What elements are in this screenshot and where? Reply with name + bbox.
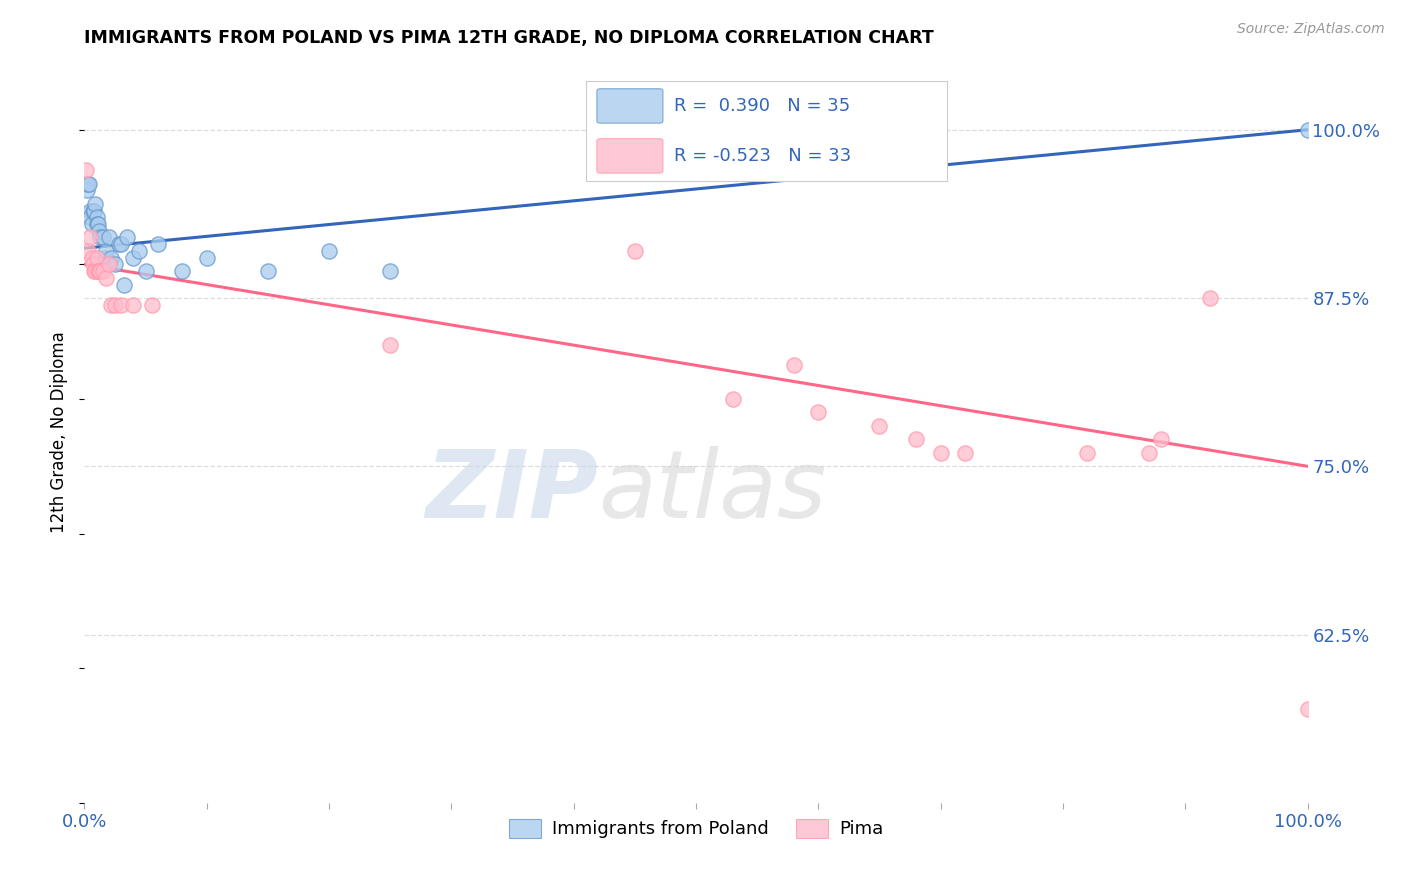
Point: [1296, 122, 1319, 136]
FancyBboxPatch shape: [598, 88, 664, 123]
Point: [807, 405, 830, 419]
Point: [104, 298, 127, 312]
Point: [953, 446, 976, 460]
Point: [91, 230, 114, 244]
Point: [84, 196, 107, 211]
Point: [135, 264, 157, 278]
Y-axis label: 12th Grade, No Diploma: 12th Grade, No Diploma: [51, 332, 69, 533]
Point: [1198, 291, 1220, 305]
Text: R = -0.523   N = 33: R = -0.523 N = 33: [673, 147, 851, 165]
Point: [87, 217, 110, 231]
Point: [624, 244, 647, 258]
Point: [128, 244, 150, 258]
Point: [87, 224, 110, 238]
Point: [77, 177, 100, 191]
Point: [87, 264, 110, 278]
Point: [86, 251, 108, 265]
Point: [115, 230, 138, 244]
Point: [318, 244, 340, 258]
Point: [87, 264, 110, 278]
Point: [104, 257, 127, 271]
Point: [929, 446, 952, 460]
Point: [96, 270, 118, 285]
Point: [122, 298, 145, 312]
Point: [89, 264, 111, 278]
Point: [1150, 433, 1173, 447]
Point: [79, 211, 101, 225]
Text: atlas: atlas: [598, 446, 827, 537]
Text: Source: ZipAtlas.com: Source: ZipAtlas.com: [1237, 22, 1385, 37]
Point: [77, 177, 100, 191]
Point: [75, 177, 97, 191]
Point: [110, 237, 132, 252]
Point: [905, 433, 928, 447]
Text: ZIP: ZIP: [425, 446, 598, 538]
Point: [97, 230, 120, 244]
Point: [86, 217, 108, 231]
FancyBboxPatch shape: [598, 138, 664, 173]
Point: [141, 298, 163, 312]
Point: [100, 251, 122, 265]
Point: [380, 264, 402, 278]
Point: [89, 230, 111, 244]
Point: [146, 237, 169, 252]
Point: [869, 418, 891, 433]
Point: [80, 217, 103, 231]
Point: [91, 264, 114, 278]
Text: R =  0.390   N = 35: R = 0.390 N = 35: [673, 97, 851, 115]
Point: [783, 359, 806, 373]
Text: IMMIGRANTS FROM POLAND VS PIMA 12TH GRADE, NO DIPLOMA CORRELATION CHART: IMMIGRANTS FROM POLAND VS PIMA 12TH GRAD…: [84, 29, 934, 47]
Point: [112, 277, 135, 292]
Point: [83, 203, 105, 218]
Point: [257, 264, 280, 278]
Point: [107, 237, 129, 252]
Point: [77, 244, 100, 258]
Point: [195, 251, 218, 265]
Point: [80, 251, 103, 265]
Point: [94, 251, 117, 265]
Point: [721, 392, 744, 406]
Legend: Immigrants from Poland, Pima: Immigrants from Poland, Pima: [502, 812, 890, 846]
Point: [96, 244, 118, 258]
Point: [76, 183, 98, 197]
Point: [380, 338, 402, 352]
Point: [86, 211, 108, 225]
Point: [84, 264, 107, 278]
Point: [82, 257, 104, 271]
Point: [79, 203, 101, 218]
Point: [97, 257, 120, 271]
Point: [172, 264, 194, 278]
Point: [110, 298, 132, 312]
Point: [1076, 446, 1098, 460]
Point: [100, 298, 122, 312]
Point: [1296, 701, 1319, 715]
Point: [82, 203, 104, 218]
Point: [1137, 446, 1160, 460]
Point: [79, 230, 101, 244]
Point: [122, 251, 145, 265]
Point: [83, 264, 105, 278]
Point: [75, 163, 97, 178]
FancyBboxPatch shape: [586, 81, 946, 181]
